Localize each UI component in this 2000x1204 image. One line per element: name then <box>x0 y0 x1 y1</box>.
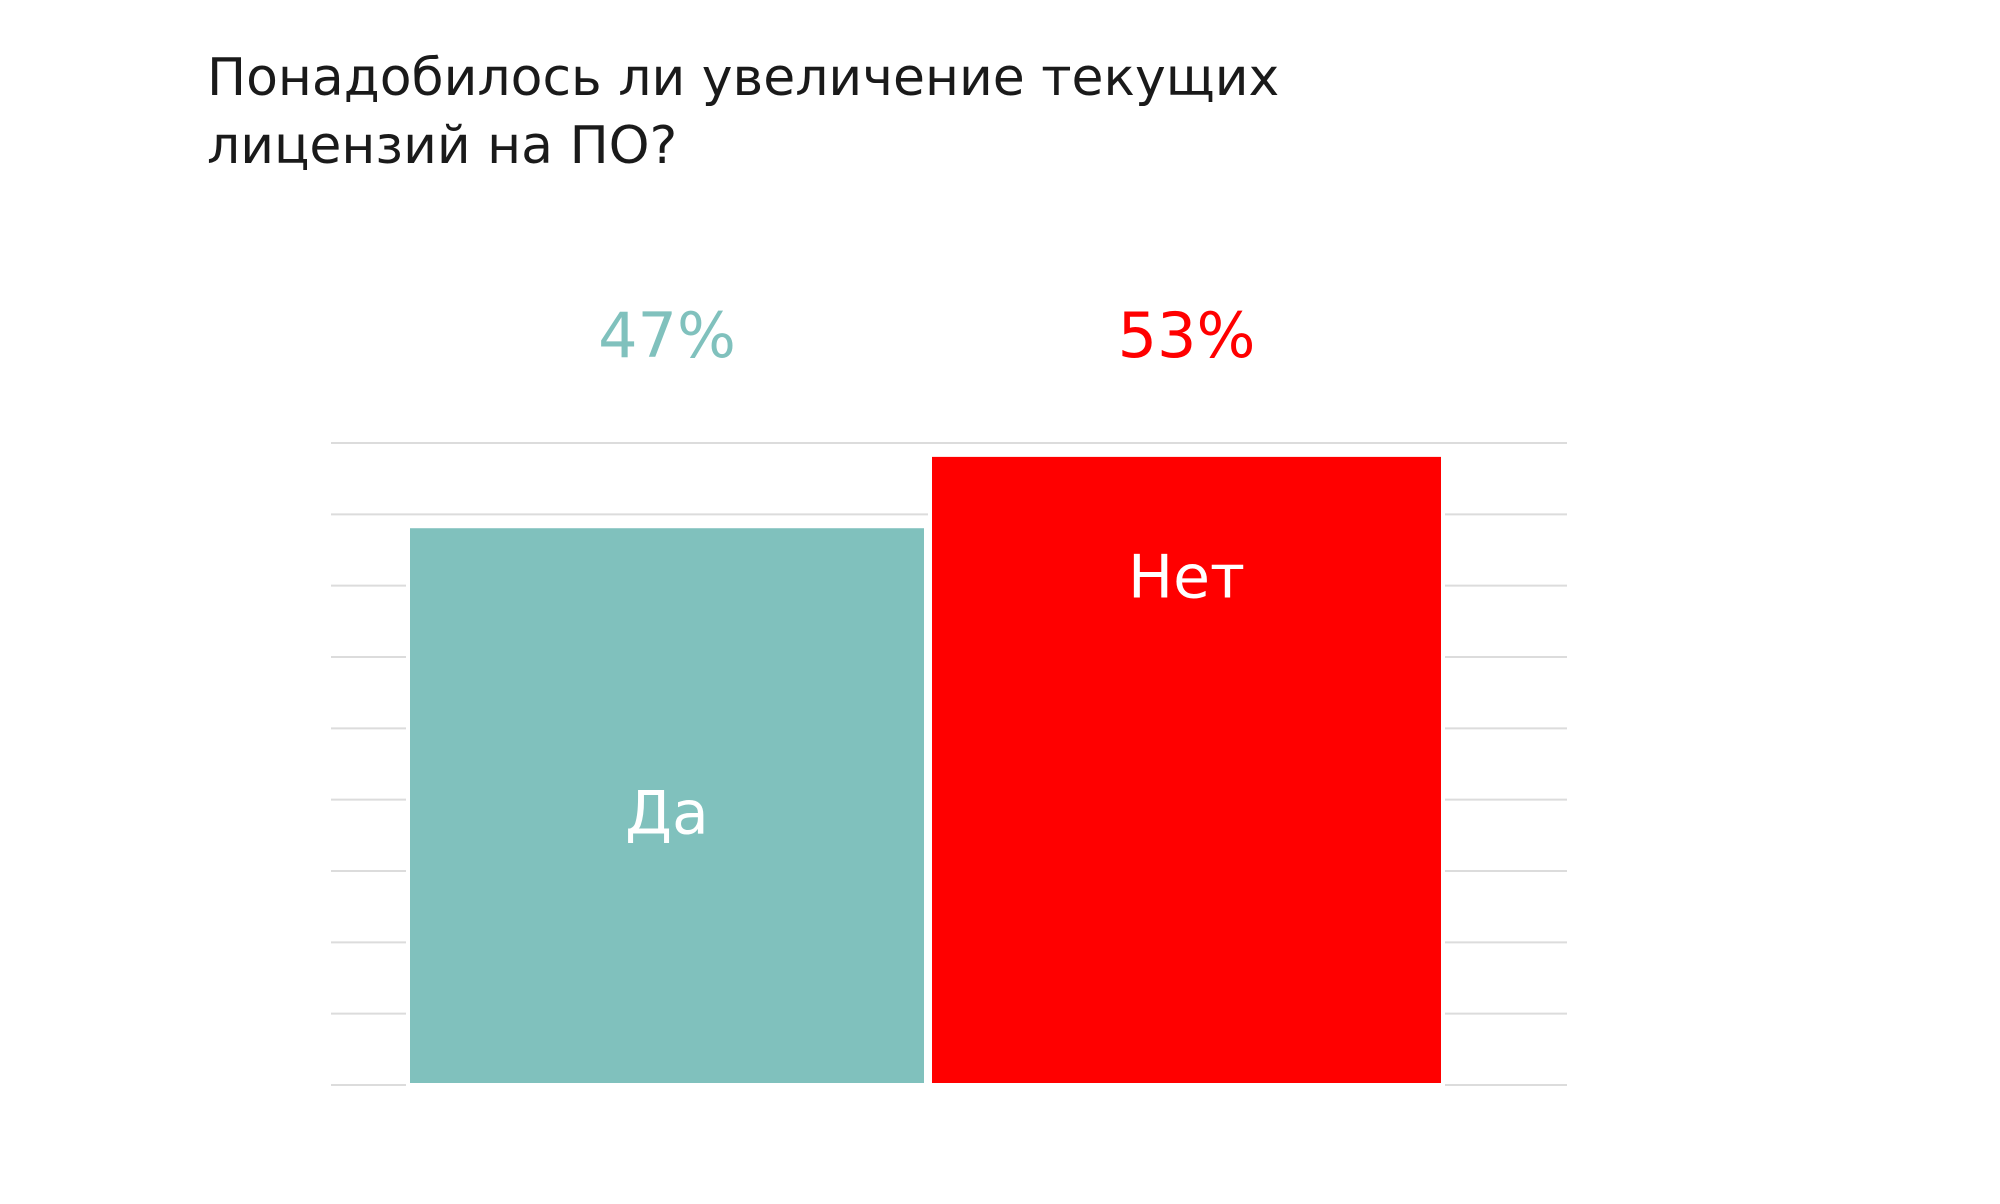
bar <box>406 524 928 1087</box>
category-label: Да <box>625 778 709 848</box>
value-label: 47% <box>598 299 736 372</box>
value-label: 53% <box>1118 299 1256 372</box>
bar <box>928 452 1445 1087</box>
category-label: Нет <box>1128 543 1245 613</box>
chart-title: Понадобилось ли увеличение текущих лицен… <box>207 48 1280 176</box>
